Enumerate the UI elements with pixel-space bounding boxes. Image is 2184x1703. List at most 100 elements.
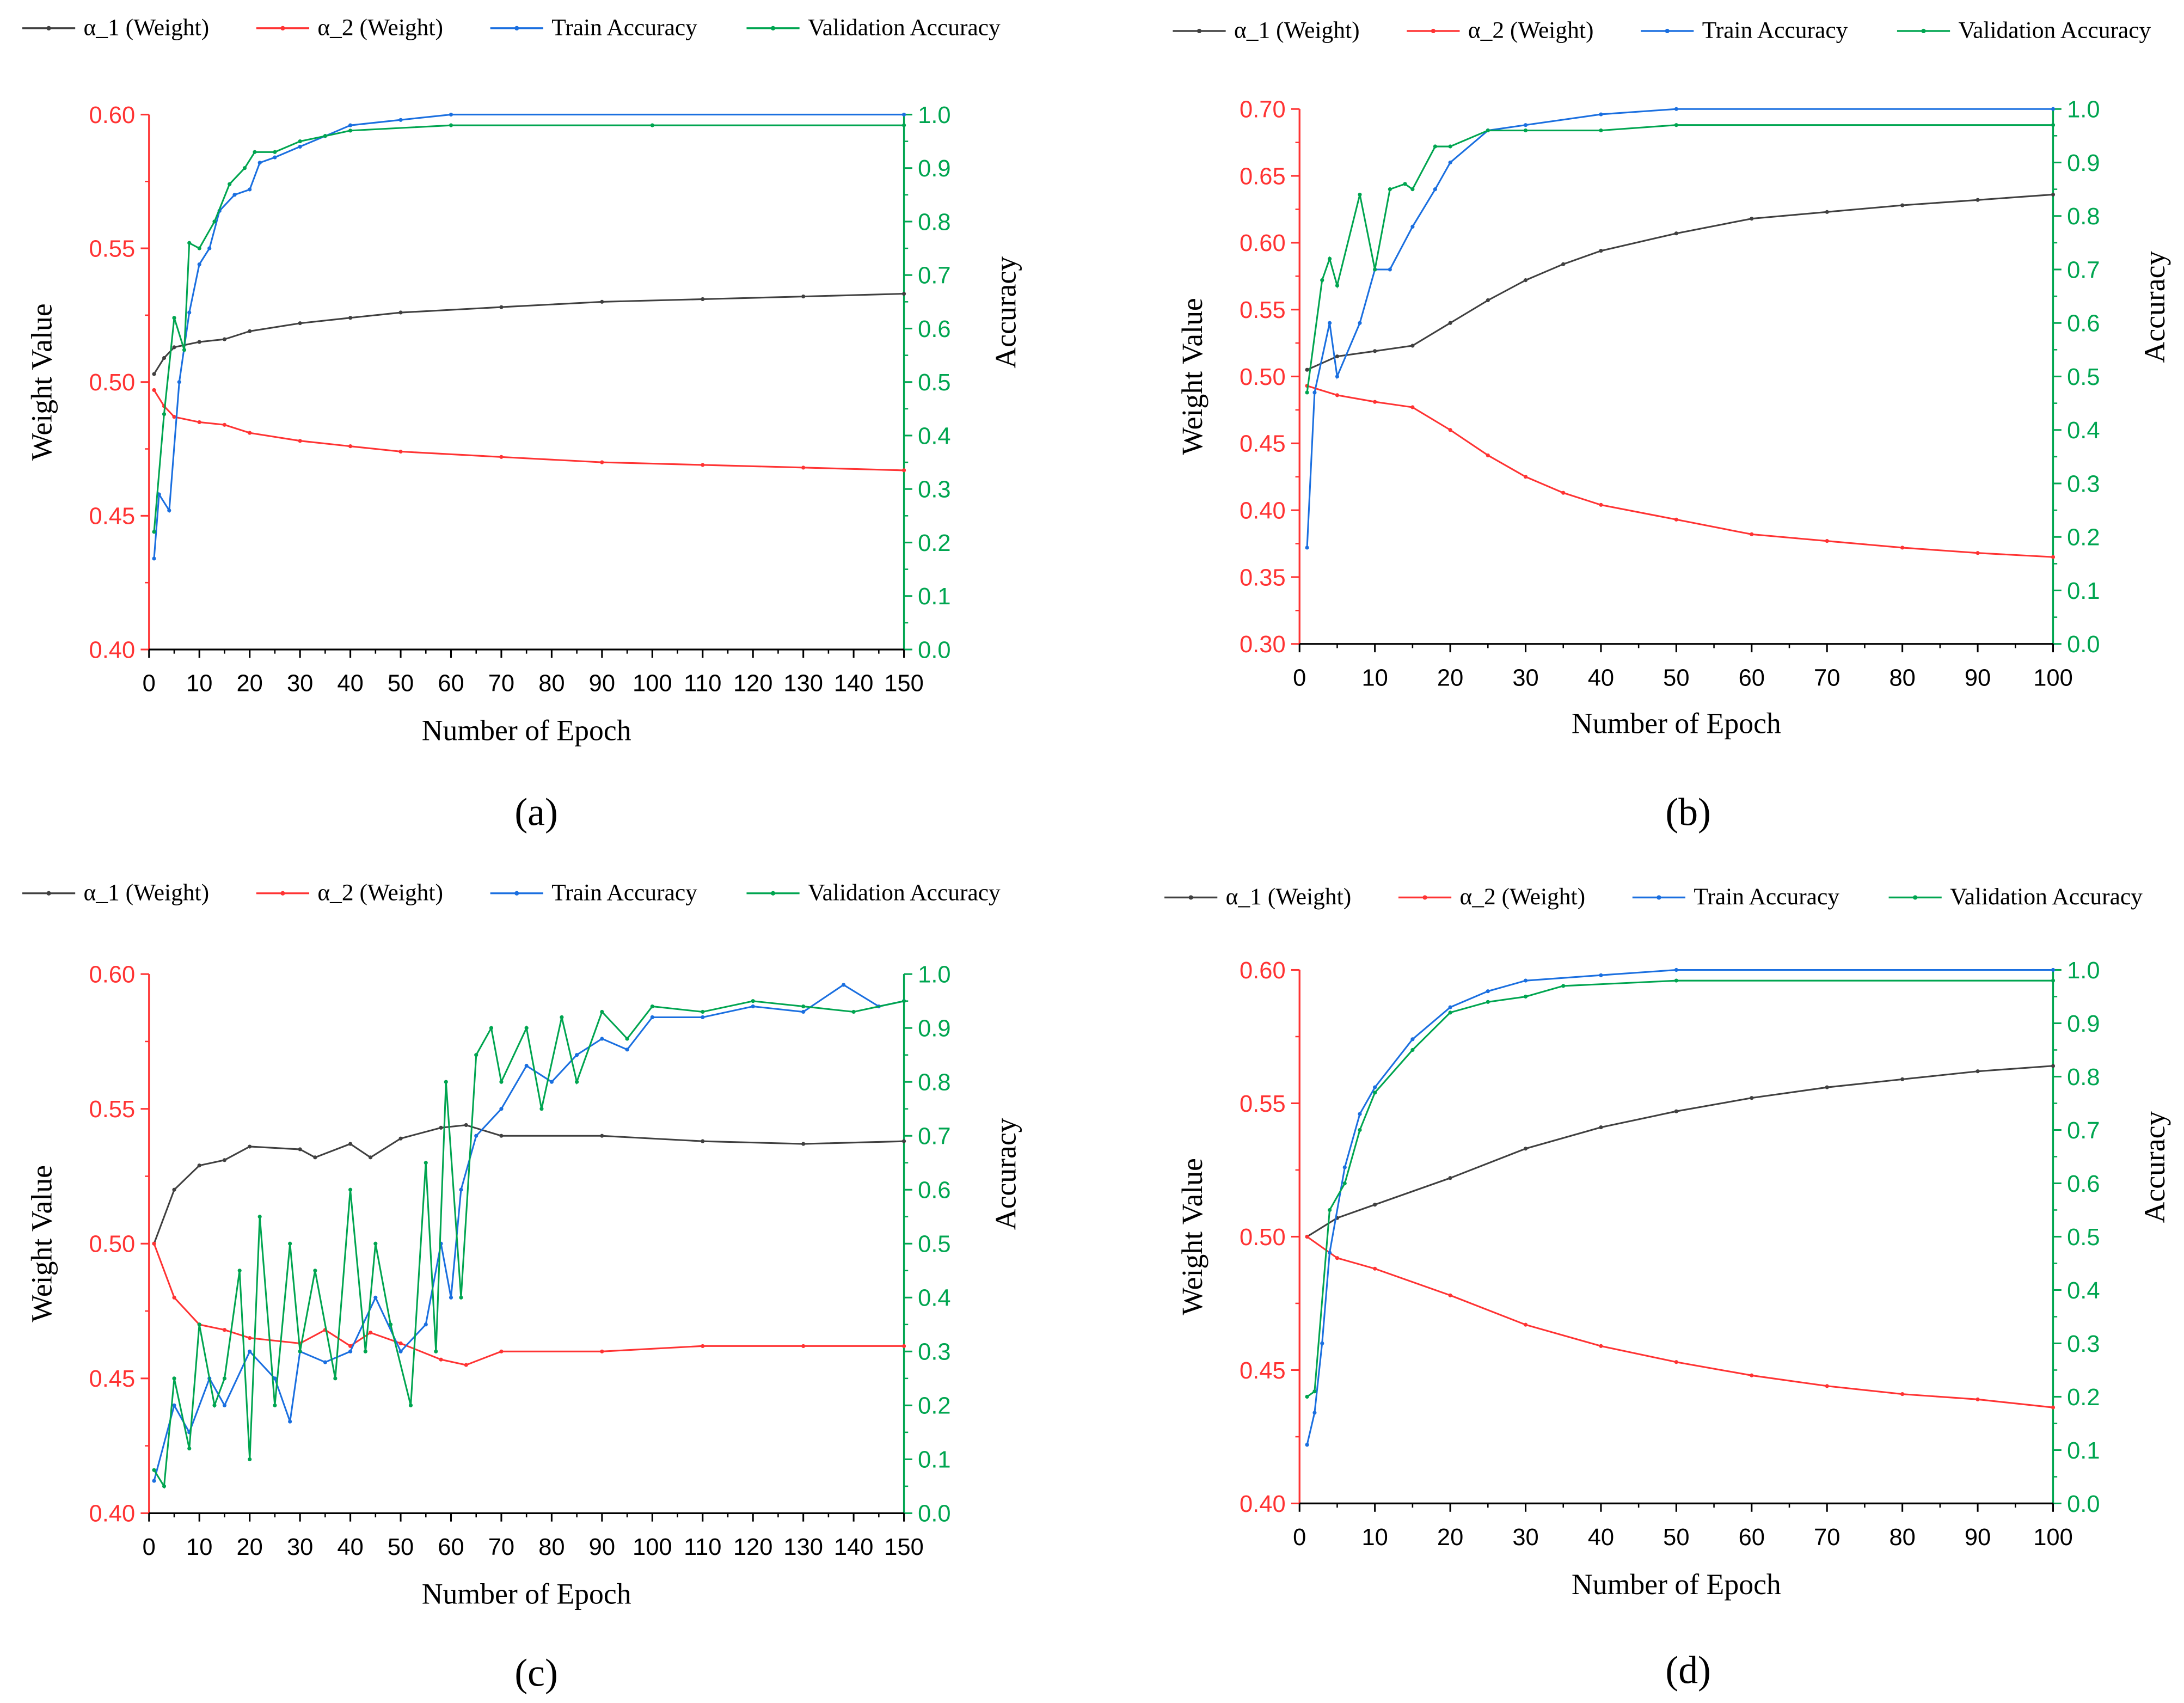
y2-tick-label: 0.1: [2067, 1438, 2100, 1464]
data-point: [424, 1322, 428, 1327]
data-point: [1486, 453, 1490, 457]
y-tick-label: 0.55: [89, 1096, 136, 1123]
data-point: [248, 431, 252, 435]
data-point: [1825, 210, 1829, 214]
x-tick-label: 70: [488, 671, 514, 697]
legend-marker: [46, 891, 51, 896]
data-point: [701, 1344, 705, 1348]
y2-tick-label: 0.6: [2067, 1171, 2100, 1197]
series-line: [1306, 108, 2053, 548]
data-point: [212, 219, 217, 224]
data-point: [1410, 344, 1415, 348]
x-tick-label: 30: [1512, 665, 1538, 691]
data-point: [363, 1349, 367, 1353]
x-tick-label: 50: [1663, 1524, 1689, 1551]
y2-tick-label: 1.0: [918, 962, 950, 988]
x-tick-label: 20: [236, 1534, 262, 1560]
data-point: [1373, 1203, 1377, 1207]
y2-tick-label: 0.1: [918, 584, 950, 610]
y2-tick-label: 0.3: [918, 477, 950, 503]
data-point: [1328, 1208, 1332, 1212]
y2-tick-label: 1.0: [2067, 97, 2100, 123]
data-point: [459, 1295, 463, 1300]
data-point: [298, 1147, 302, 1151]
data-point: [1674, 231, 1678, 236]
data-point: [182, 348, 187, 352]
data-point: [524, 1026, 529, 1030]
data-point: [1335, 393, 1340, 397]
y-tick-label: 0.50: [1240, 364, 1286, 390]
x-tick-label: 100: [2033, 665, 2073, 691]
data-point: [298, 144, 302, 149]
data-point: [172, 345, 176, 350]
x-tick-label: 120: [733, 671, 773, 697]
data-point: [801, 1004, 806, 1009]
data-point: [459, 1187, 463, 1192]
y-tick-label: 0.35: [1240, 565, 1286, 591]
data-point: [388, 1322, 393, 1327]
data-point: [368, 1331, 373, 1335]
y-tick-label: 0.60: [89, 962, 136, 988]
data-point: [373, 1295, 378, 1300]
data-point: [257, 161, 262, 165]
data-point: [499, 1134, 504, 1138]
data-point: [449, 112, 453, 117]
data-point: [197, 246, 201, 250]
y2-tick-label: 0.3: [918, 1339, 950, 1365]
y2-tick-label: 0.5: [2067, 364, 2100, 390]
data-point: [1674, 978, 1678, 983]
y2-tick-label: 0.8: [918, 209, 950, 235]
y-tick-label: 0.60: [89, 102, 136, 128]
data-point: [625, 1047, 629, 1052]
legend-label: Train Accuracy: [551, 880, 697, 906]
data-point: [2051, 555, 2056, 559]
legend-label: α_2 (Weight): [317, 15, 443, 41]
data-point: [751, 1004, 755, 1009]
data-point: [1674, 1109, 1678, 1113]
legend-marker: [1913, 895, 1918, 900]
x-tick-label: 60: [1739, 665, 1765, 691]
legend-marker: [1197, 28, 1202, 34]
y2-tick-label: 1.0: [918, 102, 950, 128]
y-tick-label: 0.55: [1240, 297, 1286, 323]
y2-tick-label: 0.9: [2067, 150, 2100, 176]
data-point: [1305, 367, 1309, 372]
data-point: [348, 1349, 353, 1353]
legend-marker: [514, 891, 519, 896]
data-point: [1328, 321, 1332, 325]
data-point: [1976, 198, 1980, 202]
x-tick-label: 80: [538, 671, 565, 697]
data-point: [901, 123, 906, 127]
data-point: [499, 1349, 504, 1353]
data-point: [1373, 1085, 1377, 1089]
data-point: [1328, 256, 1332, 261]
y2-tick-label: 0.3: [2067, 1331, 2100, 1357]
data-point: [207, 246, 212, 250]
data-point: [288, 1419, 292, 1424]
x-tick-label: 40: [337, 671, 363, 697]
data-point: [348, 316, 353, 320]
data-point: [152, 388, 156, 393]
legend-label: α_1 (Weight): [1226, 884, 1352, 910]
legend-marker: [1665, 28, 1670, 34]
x-tick-label: 50: [1663, 665, 1689, 691]
x-tick-label: 110: [684, 671, 721, 697]
x-tick-label: 150: [884, 1534, 924, 1560]
data-point: [901, 1344, 906, 1348]
data-point: [1976, 551, 1980, 555]
data-point: [499, 305, 504, 309]
data-point: [398, 1349, 403, 1353]
data-point: [197, 1322, 201, 1327]
x-tick-label: 80: [1889, 1524, 1915, 1551]
data-point: [2051, 192, 2056, 197]
data-point: [1674, 967, 1678, 972]
data-point: [1320, 278, 1324, 283]
x-tick-label: 10: [186, 1534, 212, 1560]
data-point: [1523, 978, 1528, 983]
x-tick-label: 130: [783, 671, 823, 697]
y-tick-label: 0.40: [1240, 1491, 1286, 1517]
y2-tick-label: 0.4: [2067, 1278, 2100, 1304]
x-tick-label: 10: [1361, 665, 1388, 691]
x-axis-label: Number of Epoch: [422, 714, 631, 746]
data-point: [1305, 546, 1309, 550]
